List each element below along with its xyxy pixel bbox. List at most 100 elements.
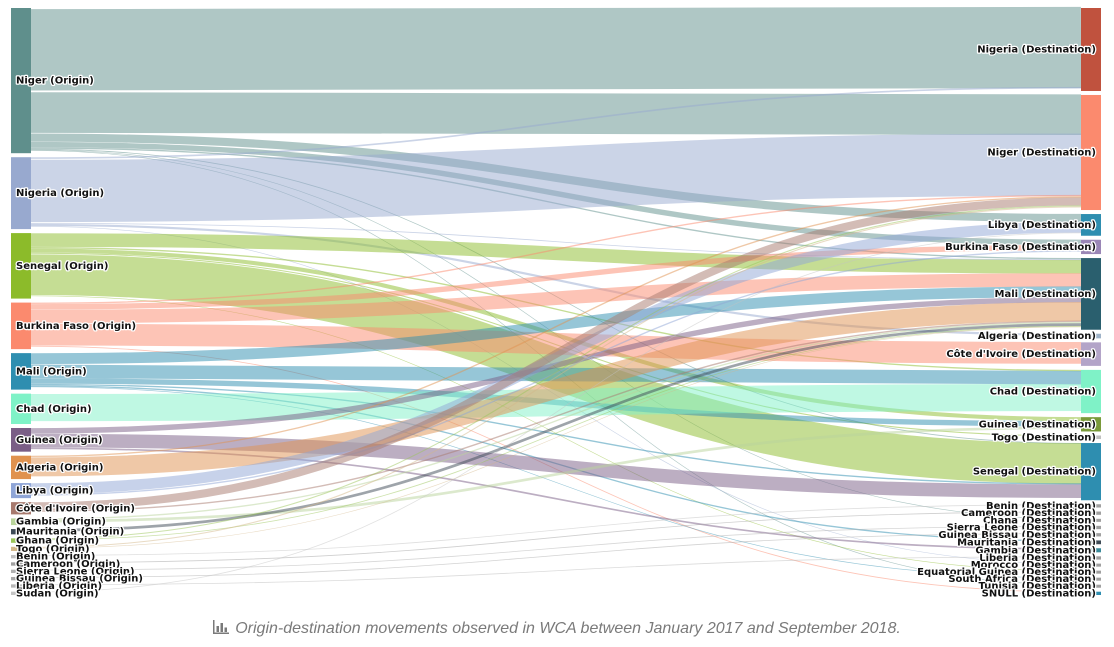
sankey-node-label: Chad (Origin) [16, 404, 92, 415]
sankey-link [30, 511, 1082, 564]
sankey-link [30, 525, 1082, 571]
sankey-node[interactable] [11, 569, 31, 573]
sankey-node[interactable] [11, 302, 31, 350]
sankey-node[interactable] [1081, 570, 1101, 574]
sankey-link [30, 194, 1082, 304]
sankey-link [30, 244, 1082, 310]
sankey-node[interactable] [1081, 511, 1101, 515]
sankey-node[interactable] [1081, 258, 1101, 330]
sankey-node[interactable] [1081, 417, 1101, 432]
sankey-node-label: Mali (Origin) [16, 366, 87, 377]
sankey-link [30, 326, 1082, 549]
sankey-node[interactable] [11, 483, 31, 499]
sankey-node[interactable] [11, 518, 31, 526]
sankey-node[interactable] [1081, 518, 1101, 522]
sankey-node-label: Liberia (Origin) [16, 581, 102, 592]
sankey-node[interactable] [1081, 504, 1101, 508]
sankey-node-label: Algeria (Origin) [16, 462, 103, 473]
sankey-nodes [11, 8, 1101, 595]
sankey-node[interactable] [1081, 239, 1101, 255]
sankey-node[interactable] [1081, 214, 1101, 236]
sankey-node-label: Ghana (Origin) [16, 536, 99, 547]
sankey-node[interactable] [1081, 443, 1101, 501]
sankey-node[interactable] [11, 562, 31, 566]
sankey-node-label: South Africa (Destination) [948, 574, 1096, 585]
sankey-node[interactable] [11, 584, 31, 588]
sankey-link [30, 273, 1082, 324]
sankey-node[interactable] [11, 529, 31, 535]
sankey-node[interactable] [11, 554, 31, 559]
sankey-node[interactable] [1081, 540, 1101, 545]
sankey-node-label: Liberia (Destination) [979, 553, 1096, 564]
sankey-node-label: SNULL (Destination) [982, 588, 1096, 599]
sankey-node[interactable] [11, 576, 31, 581]
sankey-node[interactable] [1081, 8, 1101, 91]
sankey-node-label: Côte d'Ivoire (Origin) [16, 502, 135, 514]
sankey-node-label: Burkina Faso (Origin) [16, 321, 136, 332]
sankey-node-label: Guinea Bissau (Origin) [16, 574, 143, 585]
sankey-node[interactable] [1081, 577, 1101, 581]
sankey-node[interactable] [1081, 342, 1101, 366]
sankey-node-label: Libya (Destination) [988, 220, 1096, 231]
sankey-node[interactable] [1081, 369, 1101, 414]
sankey-node[interactable] [11, 546, 31, 551]
sankey-link [30, 197, 1082, 511]
sankey-link [30, 364, 1082, 385]
sankey-link [30, 301, 1082, 477]
bar-chart-icon [213, 620, 230, 634]
sankey-node[interactable] [11, 455, 31, 480]
sankey-node[interactable] [1081, 333, 1101, 339]
sankey-node[interactable] [1081, 548, 1101, 553]
sankey-node[interactable] [1081, 94, 1101, 211]
sankey-link [30, 296, 1082, 434]
sankey-link [30, 323, 1082, 364]
sankey-node[interactable] [11, 428, 31, 452]
sankey-node-label: Togo (Destination) [992, 432, 1096, 443]
sankey-link [30, 433, 1082, 498]
sankey-node-label: Senegal (Origin) [16, 261, 108, 272]
sankey-link [30, 86, 1082, 159]
sankey-link [30, 247, 1082, 372]
sankey-node-label: Sudan (Origin) [16, 588, 99, 599]
sankey-node[interactable] [1081, 533, 1101, 537]
sankey-node[interactable] [11, 353, 31, 390]
sankey-node-label: Senegal (Destination) [973, 467, 1096, 478]
sankey-node-label: Gambia (Origin) [16, 517, 106, 528]
sankey-node-label: Algeria (Destination) [978, 331, 1096, 342]
sankey-link [30, 533, 1082, 578]
sankey-node[interactable] [11, 502, 31, 515]
sankey-link [30, 206, 1082, 548]
sankey-node[interactable] [1081, 435, 1101, 440]
sankey-node-label: Guinea (Destination) [979, 419, 1096, 430]
sankey-node[interactable] [1081, 563, 1101, 567]
sankey-node[interactable] [1081, 556, 1101, 560]
sankey-node[interactable] [11, 393, 31, 425]
sankey-link [30, 383, 1082, 422]
sankey-node-label: Mauritania (Origin) [16, 527, 124, 538]
sankey-node[interactable] [1081, 591, 1101, 595]
sankey-link [30, 133, 1082, 223]
sankey-node-label: Côte d'Ivoire (Destination) [946, 348, 1096, 360]
sankey-link [30, 6, 1082, 91]
sankey-node-label: Benin (Destination) [986, 501, 1096, 512]
sankey-node[interactable] [11, 157, 31, 230]
sankey-node[interactable] [11, 233, 31, 299]
sankey-node-label: Nigeria (Destination) [977, 44, 1096, 55]
sankey-node[interactable] [11, 591, 31, 595]
sankey-node-label: Togo (Origin) [16, 544, 90, 555]
sankey-node-label: Cameroon (Destination) [961, 508, 1096, 519]
sankey-node[interactable] [1081, 584, 1101, 588]
sankey-link [30, 196, 1082, 458]
sankey-link [30, 222, 1082, 261]
chart-caption: Origin-destination movements observed in… [0, 620, 1114, 638]
sankey-link [30, 426, 1082, 523]
sankey-node-label: Guinea Bissau (Destination) [938, 530, 1096, 541]
sankey-node-label: Chana (Destination) [983, 515, 1096, 526]
sankey-node[interactable] [11, 8, 31, 154]
sankey-node[interactable] [11, 538, 31, 543]
caption-text: Origin-destination movements observed in… [235, 620, 901, 637]
sankey-node[interactable] [1081, 525, 1101, 530]
sankey-link [30, 92, 1082, 136]
sankey-link [30, 323, 1082, 532]
sankey-node-label: Morocco (Destination) [971, 560, 1096, 571]
